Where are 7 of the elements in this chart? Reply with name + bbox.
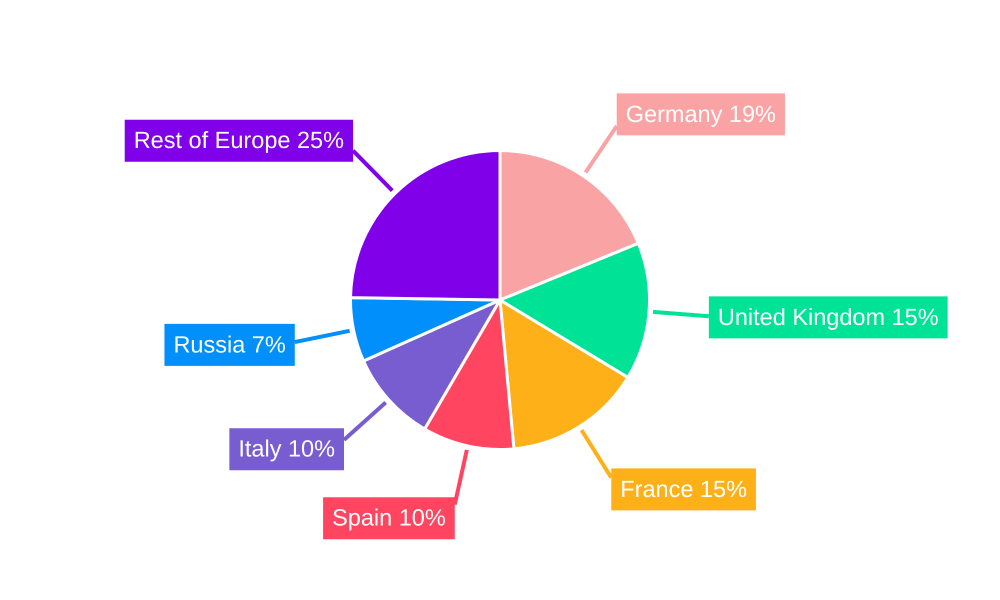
slice-label: Italy 10% (238, 436, 336, 462)
slice-label: United Kingdom 15% (718, 304, 939, 330)
slice-label: Rest of Europe 25% (134, 127, 344, 154)
slice-label: Russia 7% (173, 331, 286, 358)
slice-label: France 15% (620, 476, 748, 502)
slice-label: Spain 10% (332, 504, 446, 531)
slice-label: Germany 19% (626, 100, 776, 127)
